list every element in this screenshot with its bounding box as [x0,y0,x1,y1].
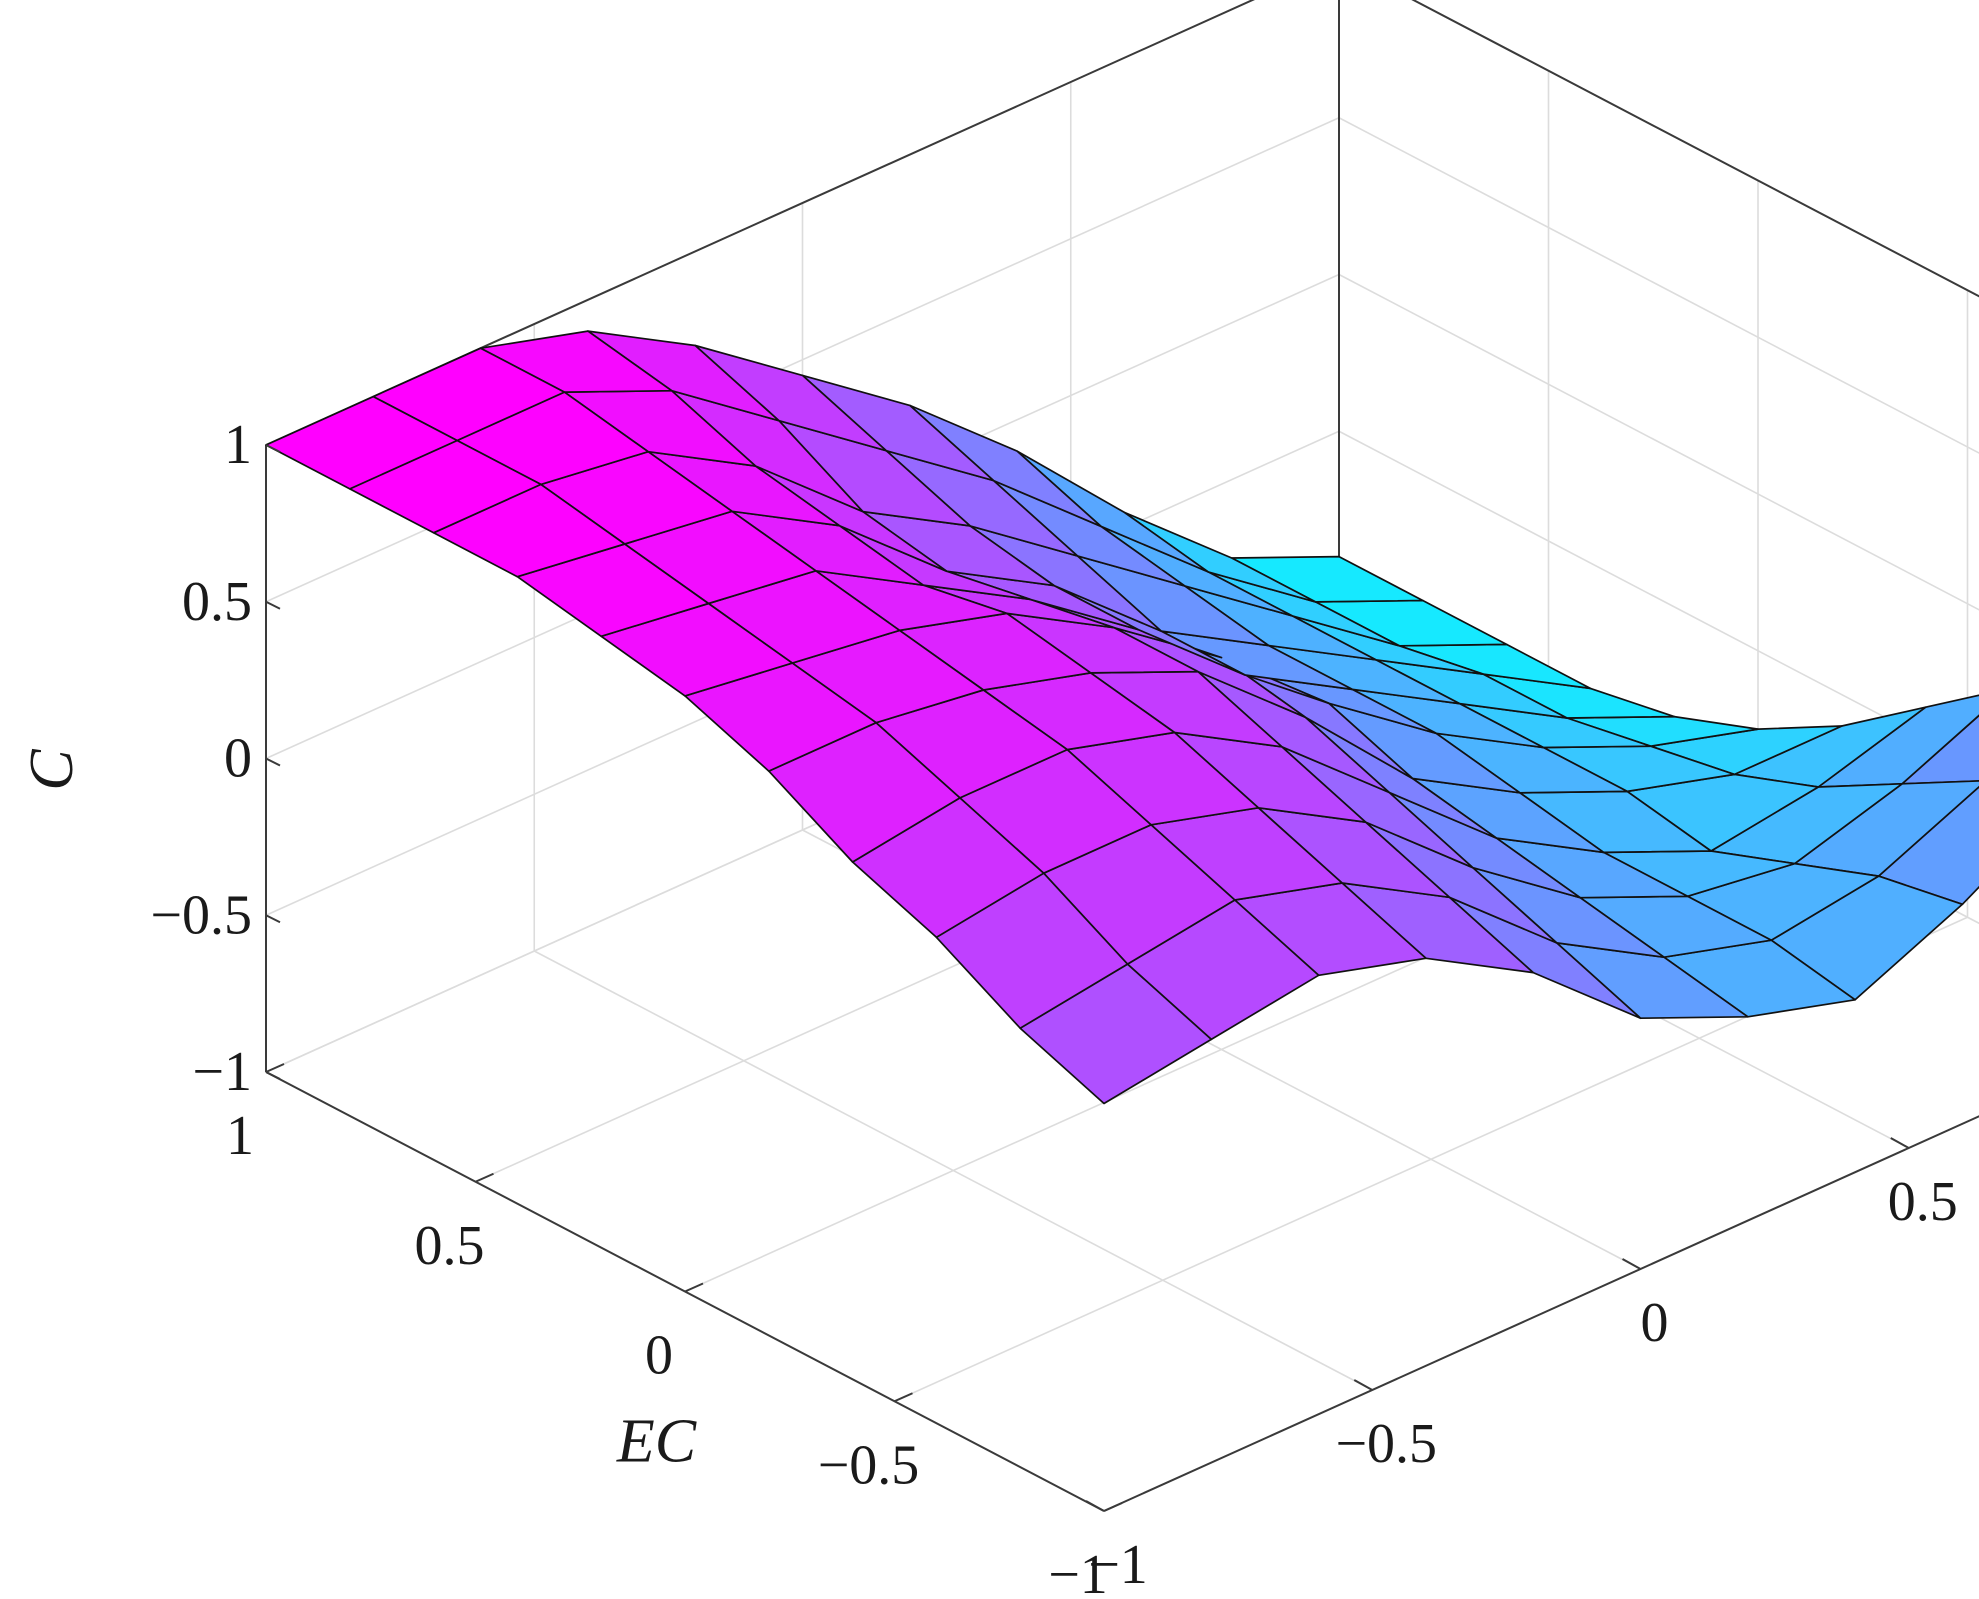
y-tick-label: 0 [645,1325,673,1387]
z-tick-label: −0.5 [150,884,252,946]
x-tick-label: 0 [1641,1292,1669,1354]
y-tick-label: −1 [1048,1544,1108,1599]
y-tick-label: 1 [226,1105,254,1167]
z-tick-label: 0 [224,728,252,790]
side-wall-gridline [1411,0,1979,298]
x-tick-mark [1890,1137,1910,1149]
y-tick-label: 0.5 [415,1215,485,1277]
axes-box-edge [1103,1115,1979,1512]
x-tick-mark [1353,1379,1373,1391]
y-tick-mark [684,1282,704,1293]
surface-patch [265,395,458,490]
x-tick-mark [1622,1258,1641,1270]
surface-mesh [265,330,1979,1105]
z-tick-mark [265,757,281,767]
axes-box-edge [1411,0,1979,298]
floor-gridline-y [1103,1115,1979,1512]
x-tick-label: −1 [1088,1534,1148,1596]
y-tick-mark [1103,1502,1123,1512]
y-tick-label: −0.5 [818,1434,920,1496]
side-wall-gridline [1338,273,1979,611]
tick-layer: −1−0.500.51−1−0.500.51−1−0.500.51 [150,414,1958,1599]
z-tick-label: 1 [224,414,252,476]
z-tick-label: 0.5 [182,571,252,633]
x-tick-label: 0.5 [1888,1171,1958,1233]
y-tick-mark [265,1063,285,1073]
z-axis-label: C [18,749,86,791]
z-tick-mark [265,914,281,924]
y-tick-mark [475,1172,494,1183]
z-tick-label: −1 [192,1041,252,1103]
z-tick-mark [265,600,281,610]
y-tick-mark [894,1392,913,1403]
x-tick-label: −0.5 [1335,1413,1437,1475]
y-axis-label: EC [616,1407,697,1475]
z-tick-mark [265,444,281,453]
side-wall-gridline [1338,117,1979,454]
z-tick-mark [265,1071,281,1080]
x-tick-mark [1085,1500,1105,1512]
